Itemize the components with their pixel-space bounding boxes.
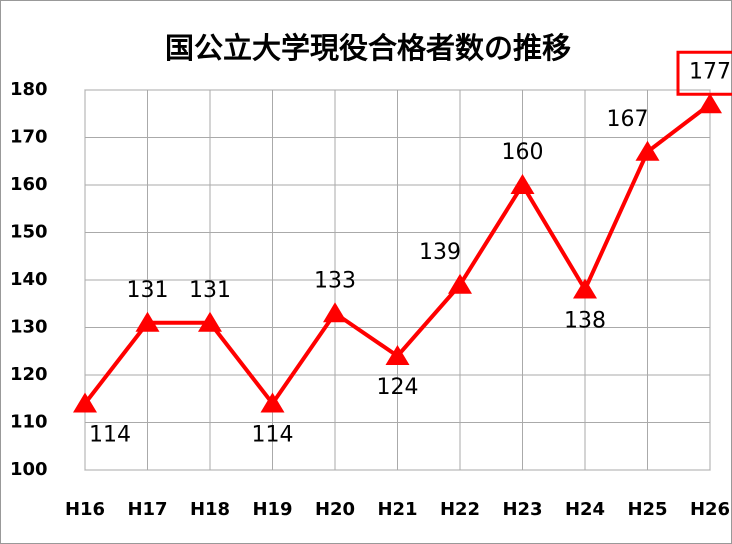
y-tick-label: 170 <box>10 127 48 148</box>
highlight-box <box>676 50 732 96</box>
x-tick-label: H24 <box>565 499 605 520</box>
y-tick-label: 150 <box>10 222 48 243</box>
x-tick-label: H18 <box>190 499 230 520</box>
data-label: 177 <box>689 59 731 84</box>
y-tick-label: 180 <box>10 79 48 100</box>
data-label: 138 <box>564 309 606 334</box>
data-label: 131 <box>189 278 231 303</box>
marker <box>573 278 597 299</box>
x-tick-label: H21 <box>377 499 417 520</box>
data-label: 133 <box>314 268 356 293</box>
marker <box>135 311 160 332</box>
y-tick-label: 160 <box>10 174 48 195</box>
marker <box>635 140 660 161</box>
data-label: 124 <box>377 375 419 400</box>
x-tick-label: H20 <box>315 499 355 520</box>
marker <box>198 311 222 332</box>
x-tick-label: H26 <box>690 499 730 520</box>
y-tick-label: 130 <box>10 317 48 338</box>
marker <box>73 392 97 413</box>
data-label: 131 <box>127 278 169 303</box>
data-label: 139 <box>419 240 461 265</box>
marker <box>698 93 722 114</box>
y-tick-label: 100 <box>10 459 48 480</box>
data-label: 160 <box>502 140 544 165</box>
x-tick-label: H19 <box>252 499 292 520</box>
marker <box>448 273 472 294</box>
marker <box>260 392 285 413</box>
x-tick-label: H22 <box>440 499 480 520</box>
y-tick-label: 140 <box>10 269 48 290</box>
y-tick-label: 120 <box>10 364 48 385</box>
data-label: 114 <box>252 423 294 448</box>
x-tick-label: H17 <box>127 499 167 520</box>
data-label: 167 <box>607 107 649 132</box>
x-tick-label: H25 <box>627 499 667 520</box>
marker <box>510 174 535 194</box>
y-tick-label: 110 <box>10 412 48 433</box>
x-tick-label: H23 <box>502 499 542 520</box>
marker <box>385 345 410 365</box>
data-label: 114 <box>89 423 131 448</box>
chart-title: 国公立大学現役合格者数の推移 <box>165 31 571 65</box>
x-tick-label: H16 <box>65 499 105 520</box>
marker <box>323 302 347 323</box>
